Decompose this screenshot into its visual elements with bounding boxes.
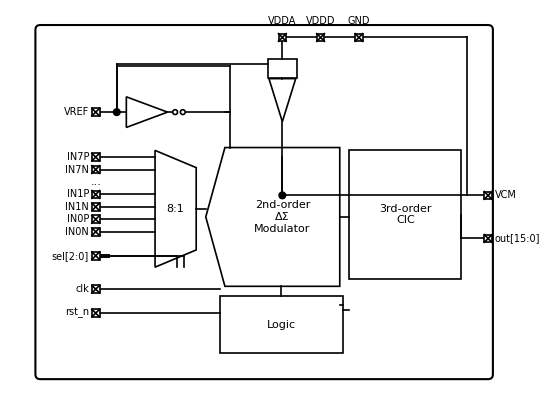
Text: VDDD: VDDD <box>306 16 335 26</box>
Text: rst_n: rst_n <box>65 308 89 318</box>
Bar <box>92 252 100 259</box>
Bar <box>92 203 100 211</box>
Bar <box>92 309 100 317</box>
Bar <box>220 296 343 353</box>
Bar <box>92 108 100 116</box>
Bar <box>279 33 286 41</box>
Text: IN1N: IN1N <box>65 202 89 212</box>
Polygon shape <box>206 148 340 286</box>
FancyBboxPatch shape <box>35 25 493 379</box>
Circle shape <box>181 110 185 115</box>
Text: GND: GND <box>348 16 370 26</box>
Circle shape <box>173 110 177 115</box>
Bar <box>92 153 100 161</box>
Bar <box>349 151 461 279</box>
Bar <box>317 33 324 41</box>
Polygon shape <box>155 151 196 267</box>
Text: clk: clk <box>75 284 89 294</box>
Polygon shape <box>126 97 168 127</box>
Text: IN0P: IN0P <box>66 214 89 224</box>
Text: out[15:0]: out[15:0] <box>495 233 540 244</box>
Bar <box>484 235 492 242</box>
Text: IN1P: IN1P <box>66 189 89 200</box>
Polygon shape <box>269 79 296 122</box>
Text: 3rd-order
CIC: 3rd-order CIC <box>379 204 431 225</box>
Bar <box>268 58 296 78</box>
Text: VREF: VREF <box>64 107 89 117</box>
Text: 8:1: 8:1 <box>167 204 184 214</box>
Circle shape <box>279 192 286 199</box>
Text: VCM: VCM <box>495 191 517 200</box>
Circle shape <box>113 109 120 115</box>
Text: Logic: Logic <box>267 319 296 330</box>
Text: IN0N: IN0N <box>65 227 89 237</box>
Bar <box>355 33 363 41</box>
Text: ÷2: ÷2 <box>274 63 290 73</box>
Text: ...: ... <box>90 177 101 187</box>
Bar <box>92 166 100 173</box>
Text: IN7P: IN7P <box>66 152 89 162</box>
Bar <box>484 192 492 199</box>
Text: VDDA: VDDA <box>268 16 296 26</box>
Text: sel[2:0]: sel[2:0] <box>52 251 89 261</box>
Bar <box>92 191 100 198</box>
Bar <box>92 285 100 293</box>
Text: 2nd-order
ΔΣ
Modulator: 2nd-order ΔΣ Modulator <box>254 200 311 233</box>
Bar <box>92 228 100 235</box>
Text: IN7N: IN7N <box>65 164 89 175</box>
Bar <box>92 215 100 223</box>
